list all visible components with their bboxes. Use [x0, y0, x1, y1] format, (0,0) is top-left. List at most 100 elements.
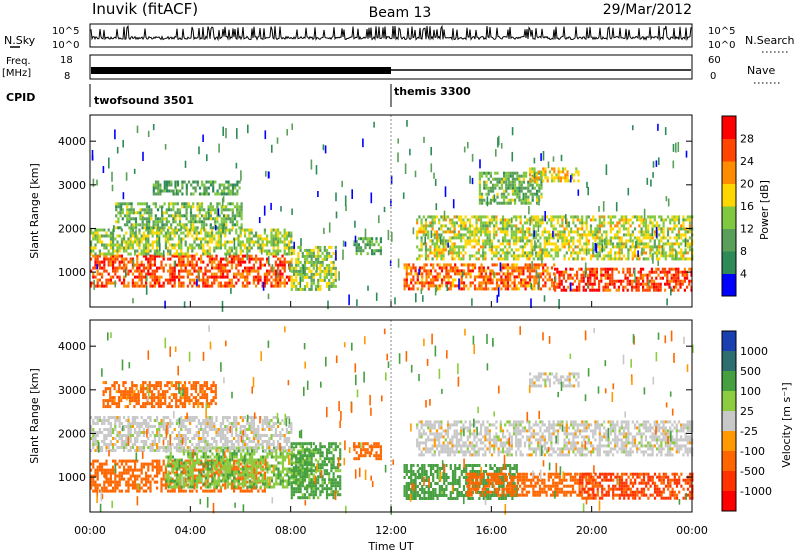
echo-cell — [207, 180, 210, 184]
echo-cell — [462, 236, 465, 240]
echo-cell — [224, 266, 227, 270]
echo-cell — [642, 251, 645, 255]
echo-cell — [224, 284, 227, 288]
echo-cell — [175, 231, 178, 235]
echo-cell — [215, 254, 218, 258]
echo-cell — [542, 263, 545, 267]
echo-cell — [611, 227, 615, 231]
echo-cell — [414, 281, 417, 285]
echo-cell — [565, 251, 568, 255]
echo-cell — [484, 245, 487, 249]
echo-cell — [655, 236, 659, 240]
echo-cell — [167, 476, 170, 480]
echo-cell — [483, 186, 486, 190]
echo-cell — [290, 278, 293, 282]
echo-cell — [434, 284, 437, 288]
echo-cell — [219, 266, 222, 270]
echo-cell — [429, 245, 432, 249]
echo-cell — [629, 245, 632, 249]
echo-cell — [140, 465, 143, 469]
echo-cell — [500, 269, 503, 273]
echo-cell — [173, 489, 176, 493]
echo-cell — [314, 257, 318, 261]
echo-cell — [118, 263, 121, 267]
echo-cell — [288, 246, 291, 250]
echo-cell — [371, 243, 374, 247]
echo-cell — [178, 243, 181, 247]
echo-speckle — [598, 206, 600, 212]
echo-cell — [490, 215, 494, 219]
echo-speckle — [286, 129, 288, 136]
echo-cell — [240, 208, 243, 212]
echo-cell — [114, 243, 117, 247]
echo-cell — [112, 275, 115, 279]
echo-cell — [438, 275, 441, 279]
echo-cell — [515, 257, 518, 261]
echo-cell — [189, 223, 193, 227]
echo-cell — [566, 170, 569, 174]
echo-cell — [310, 278, 313, 282]
echo-cell — [196, 226, 199, 230]
echo-cell — [175, 263, 178, 267]
echo-cell — [123, 249, 126, 253]
echo-cell — [548, 230, 551, 234]
colorbar-tick: 4 — [740, 268, 747, 281]
echo-cell — [297, 272, 300, 276]
echo-cell — [240, 205, 243, 209]
echo-cell — [118, 477, 121, 481]
echo-cell — [235, 477, 238, 481]
echo-cell — [534, 236, 538, 240]
echo-cell — [440, 266, 444, 270]
echo-cell — [609, 227, 612, 231]
echo-speckle — [362, 138, 364, 148]
echo-cell — [140, 486, 143, 490]
echo-cell — [609, 279, 612, 283]
echo-cell — [429, 239, 432, 243]
echo-cell — [585, 236, 588, 240]
echo-cell — [187, 473, 190, 477]
echo-cell — [508, 242, 511, 246]
echo-cell — [192, 180, 195, 184]
echo-cell — [125, 249, 128, 253]
echo-cell — [231, 183, 235, 187]
echo-cell — [217, 240, 220, 244]
echo-cell — [440, 227, 443, 231]
echo-cell — [171, 231, 174, 235]
echo-cell — [140, 468, 143, 472]
echo-cell — [589, 276, 592, 280]
echo-cell — [514, 171, 517, 175]
echo-cell — [420, 218, 423, 222]
echo-cell — [172, 208, 175, 212]
echo-cell — [230, 281, 233, 285]
echo-cell — [270, 234, 273, 238]
echo-cell — [149, 263, 152, 267]
echo-cell — [211, 231, 214, 235]
echo-cell — [148, 208, 151, 212]
echo-cell — [475, 242, 478, 246]
echo-cell — [217, 474, 220, 478]
echo-cell — [235, 281, 238, 285]
echo-cell — [317, 260, 320, 264]
echo-cell — [180, 470, 183, 474]
echo-cell — [201, 192, 204, 196]
echo-cell — [317, 266, 320, 270]
echo-cell — [137, 211, 140, 215]
echo-cell — [616, 245, 619, 249]
echo-cell — [440, 269, 444, 273]
echo-cell — [107, 243, 110, 247]
echo-cell — [592, 218, 595, 222]
echo-cell — [103, 263, 106, 267]
echo-cell — [427, 215, 430, 219]
echo-cell — [308, 254, 311, 258]
echo-speckle — [594, 243, 597, 252]
echo-cell — [223, 192, 226, 196]
echo-cell — [101, 260, 104, 264]
echo-speckle — [522, 193, 525, 200]
echo-cell — [297, 254, 300, 258]
echo-cell — [215, 275, 218, 279]
echo-cell — [436, 263, 439, 267]
echo-speckle — [322, 144, 325, 151]
echo-cell — [366, 243, 369, 247]
echo-cell — [134, 486, 137, 490]
echo-cell — [206, 269, 209, 273]
